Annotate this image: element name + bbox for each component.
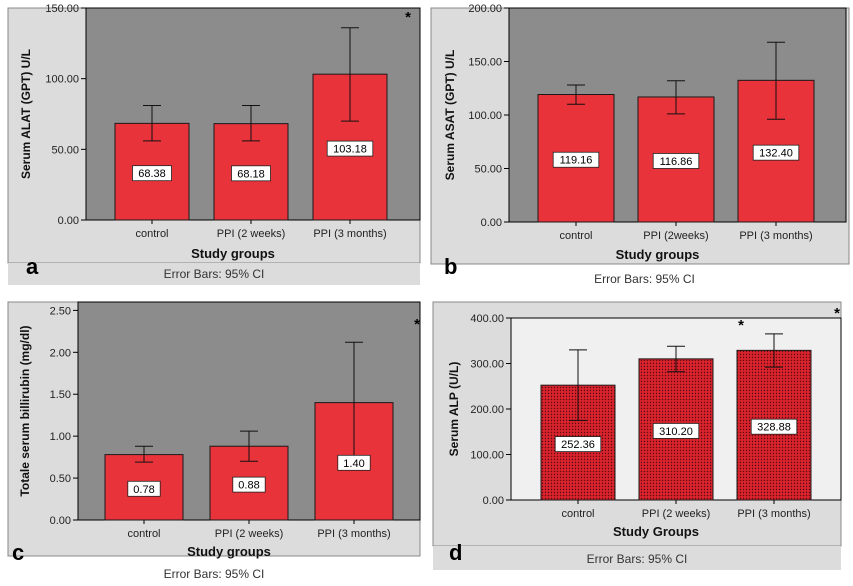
chart-b-xtick-label: PPI (2weeks) [643, 230, 708, 242]
chart-a-panel-letter: a [26, 254, 39, 279]
chart-b-data-label: 119.16 [560, 155, 593, 167]
chart-a-ytick-label: 100.00 [45, 74, 79, 86]
chart-a-xtick-label: PPI (3 months) [313, 228, 386, 240]
chart-b-data-label: 132.40 [759, 148, 793, 160]
chart-c-data-label-box [127, 480, 161, 497]
chart-d-xlabel: Study Groups [613, 524, 699, 539]
chart-c-svg: 0.00 0.50 1.00 1.50 2.00 2.50 Totale serum bil… [7, 301, 421, 559]
chart-c-footer: Error Bars: 95% CI [8, 564, 420, 582]
chart-c-ytick-label: 1.50 [50, 389, 71, 401]
chart-b-data-label-box [552, 151, 600, 168]
chart-a-data-label: 103.18 [333, 144, 367, 156]
chart-b-ytick-label: 0.00 [481, 217, 502, 229]
chart-c-data-label: 0.78 [133, 484, 154, 496]
chart-c-ytick-label: 1.00 [50, 431, 71, 443]
chart-b-xtick-label: control [559, 230, 592, 242]
chart-d-data-label: 252.36 [561, 439, 595, 451]
chart-c-xtick-label: PPI (2 weeks) [215, 528, 283, 540]
chart-d-xtick-label: PPI (3 months) [737, 508, 810, 520]
chart-d-ytick-label: 0.00 [483, 495, 504, 507]
chart-b-xlabel: Study groups [616, 247, 700, 262]
chart-c-ytick-label: 2.00 [50, 347, 71, 359]
chart-b-ytick-label: 100.00 [468, 110, 502, 122]
chart-b-ytick-label: 150.00 [468, 57, 502, 69]
chart-d-ylabel: Serum ALP (U/L) [447, 362, 461, 457]
chart-d-ytick-label: 400.00 [470, 313, 504, 325]
chart-a-data-label-box [231, 165, 271, 182]
chart-panel-c: 0.00 0.50 1.00 1.50 2.00 2.50 Totale serum bil… [0, 296, 425, 586]
chart-a-ytick-label: 50.00 [51, 144, 79, 156]
chart-d-ytick-label: 200.00 [470, 404, 504, 416]
chart-c-ytick-label: 0.50 [50, 473, 71, 485]
chart-b-xtick-label: PPI (3 months) [739, 230, 812, 242]
chart-d-panel-letter: d [449, 540, 463, 565]
chart-d-data-label-box [750, 418, 798, 435]
chart-d-data-label: 328.88 [757, 422, 791, 434]
chart-a-ytick-label: 150.00 [45, 3, 79, 15]
chart-a-significance-marker: * [405, 9, 411, 26]
chart-d-footer: Error Bars: 95% CI [433, 546, 841, 570]
chart-d-xtick-label: control [561, 508, 594, 520]
chart-b-svg: 0.00 50.00 100.00 150.00 200.00 Serum ASAT (G… [430, 3, 850, 265]
chart-panel-b: 0.00 50.00 100.00 150.00 200.00 Serum ASAT (G… [427, 0, 853, 290]
chart-b-data-label-box [652, 153, 700, 169]
chart-a-data-label-box [132, 165, 172, 182]
chart-c-ytick-label: 2.50 [50, 305, 71, 317]
chart-d-data-label: 310.20 [659, 426, 693, 438]
chart-c-panel-letter: c [12, 540, 25, 565]
chart-d-xtick-label: PPI (2 weeks) [642, 508, 710, 520]
chart-c-data-label-box [337, 454, 371, 471]
chart-b-data-label-box [752, 144, 800, 161]
chart-panel-a: 0.00 50.00 100.00 150.00 Serum ALAT (GPT) U/… [0, 0, 425, 290]
chart-a-data-label: 68.38 [138, 168, 166, 180]
chart-d-svg: 0.00 100.00 200.00 300.00 400.00 Serum ALP (U… [432, 301, 842, 547]
chart-c-significance-marker: * [414, 316, 420, 333]
chart-c-ylabel: Totale serum billirubin (mg/dl) [18, 325, 32, 496]
chart-d-data-label-box [554, 436, 602, 452]
chart-a-footer: Error Bars: 95% CI [8, 263, 420, 285]
chart-b-data-label: 116.86 [660, 156, 693, 168]
chart-d-ytick-label: 100.00 [470, 450, 504, 462]
chart-a-ylabel: Serum ALAT (GPT) U/L [19, 49, 33, 179]
chart-c-data-label-box [232, 476, 266, 493]
chart-b-ytick-label: 200.00 [468, 3, 502, 15]
chart-d-significance-marker: * [738, 317, 744, 334]
chart-d-ytick-label: 300.00 [470, 359, 504, 371]
chart-c-xtick-label: control [127, 528, 160, 540]
chart-b-ytick-label: 50.00 [474, 164, 502, 176]
chart-b-footer: Error Bars: 95% CI [441, 269, 848, 289]
chart-c-data-label: 1.40 [343, 458, 364, 470]
chart-c-xtick-label: PPI (3 months) [317, 528, 390, 540]
chart-c-ytick-label: 0.00 [50, 515, 71, 527]
chart-a-xtick-label: PPI (2 weeks) [217, 228, 285, 240]
chart-a-xtick-label: control [135, 228, 168, 240]
chart-a-ytick-label: 0.00 [58, 215, 79, 227]
chart-a-xlabel: Study groups [191, 246, 275, 261]
chart-b-ylabel: Serum ASAT (GPT) U/L [443, 50, 457, 181]
chart-d-significance-marker: * [834, 305, 840, 322]
chart-c-xlabel: Study groups [187, 544, 271, 559]
chart-d-data-label-box [652, 423, 700, 439]
chart-a-svg: 0.00 50.00 100.00 150.00 Serum ALAT (GPT) U/… [7, 3, 421, 264]
chart-a-data-label-box [326, 140, 374, 157]
chart-panel-d: 0.00 100.00 200.00 300.00 400.00 Serum ALP (U… [427, 296, 853, 586]
chart-b-panel-letter: b [444, 254, 458, 279]
chart-c-data-label: 0.88 [238, 480, 259, 492]
chart-a-data-label: 68.18 [237, 168, 265, 180]
